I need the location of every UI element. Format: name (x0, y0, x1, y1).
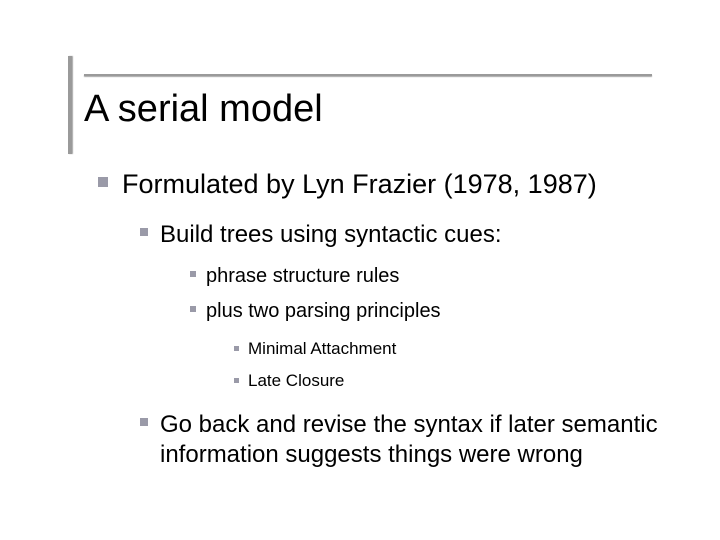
square-bullet-icon (190, 271, 196, 277)
list-item: plus two parsing principles (190, 299, 658, 324)
square-bullet-icon (234, 346, 239, 351)
title-area: A serial model (84, 88, 323, 131)
content-body: Formulated by Lyn Frazier (1978, 1987) B… (98, 168, 658, 480)
square-bullet-icon (98, 177, 108, 187)
square-bullet-icon (190, 306, 196, 312)
slide: A serial model Formulated by Lyn Frazier… (0, 0, 720, 540)
bullet-text: plus two parsing principles (206, 299, 441, 324)
list-item: Late Closure (234, 370, 658, 392)
bullet-text: Late Closure (248, 370, 344, 392)
bullet-text: Go back and revise the syntax if later s… (160, 410, 658, 470)
bullet-text: Build trees using syntactic cues: (160, 220, 502, 250)
page-title: A serial model (84, 88, 323, 131)
bullet-text: Minimal Attachment (248, 338, 396, 360)
square-bullet-icon (140, 228, 148, 236)
bullet-text: Formulated by Lyn Frazier (1978, 1987) (122, 168, 597, 202)
title-rule (84, 74, 652, 76)
title-accent-bar (68, 56, 72, 154)
square-bullet-icon (140, 418, 148, 426)
list-item: Formulated by Lyn Frazier (1978, 1987) (98, 168, 658, 202)
list-item: Build trees using syntactic cues: (140, 220, 658, 250)
list-item: Minimal Attachment (234, 338, 658, 360)
list-item: Go back and revise the syntax if later s… (140, 410, 658, 470)
bullet-text: phrase structure rules (206, 264, 399, 289)
square-bullet-icon (234, 378, 239, 383)
list-item: phrase structure rules (190, 264, 658, 289)
